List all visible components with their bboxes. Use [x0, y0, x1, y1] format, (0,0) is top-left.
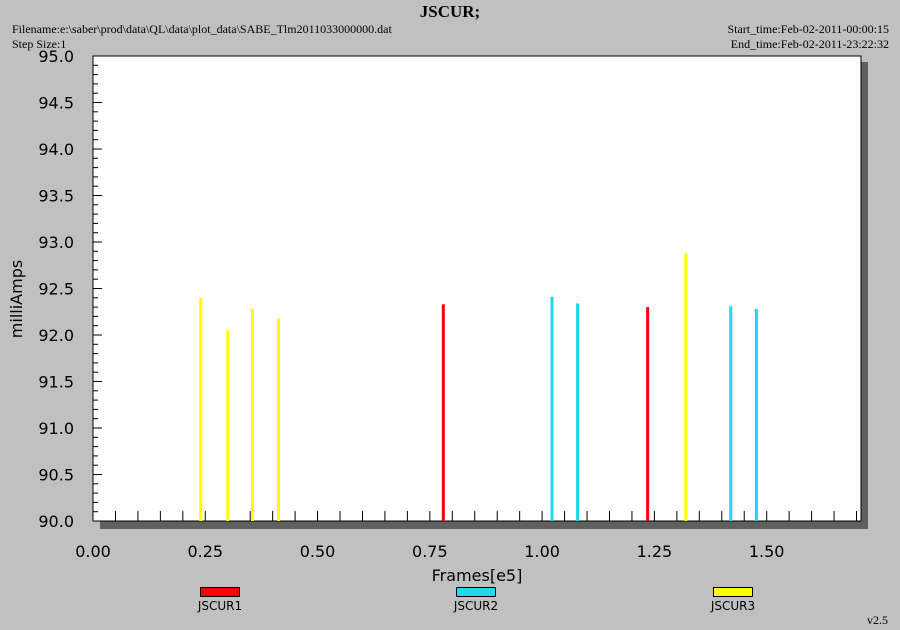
jscur3-bar — [226, 330, 230, 521]
legend-swatch — [456, 587, 496, 597]
jscur3-bar — [276, 318, 280, 521]
y-tick-label: 94.0 — [38, 140, 74, 159]
jscur2-bar — [729, 306, 733, 521]
legend-label: JSCUR3 — [710, 599, 756, 613]
x-tick-label: 0.50 — [300, 542, 336, 561]
legend-item-jscur3: JSCUR3 — [693, 587, 773, 613]
y-tick-label: 94.5 — [38, 94, 74, 113]
x-axis-label: Frames[e5] — [432, 566, 523, 585]
chart-title: JSCUR; — [419, 2, 481, 21]
legend-swatch — [200, 587, 240, 597]
legend-label: JSCUR1 — [197, 599, 243, 613]
jscur1-bar — [441, 304, 445, 521]
x-tick-label: 1.50 — [749, 542, 785, 561]
filename-label: Filename:e:\saber\prod\data\QL\data\plot… — [12, 22, 392, 36]
legend-label: JSCUR2 — [453, 599, 499, 613]
jscur3-bar — [199, 297, 203, 521]
jscur2-bar — [754, 308, 758, 521]
jscur3-bar — [684, 253, 688, 521]
y-tick-label: 95.0 — [38, 47, 74, 66]
jscur2-bar — [576, 303, 580, 521]
y-tick-label: 91.5 — [38, 373, 74, 392]
y-tick-label: 93.5 — [38, 187, 74, 206]
y-tick-label: 91.0 — [38, 419, 74, 438]
jscur3-bar — [250, 308, 254, 521]
x-tick-label: 0.25 — [187, 542, 223, 561]
y-tick-label: 92.5 — [38, 280, 74, 299]
ticks-layer — [93, 55, 858, 522]
legend-item-jscur2: JSCUR2 — [436, 587, 516, 613]
y-tick-label: 93.0 — [38, 233, 74, 252]
jscur1-bar — [646, 307, 650, 521]
step-size-label: Step Size:1 — [12, 37, 67, 51]
x-tick-label: 0.00 — [75, 542, 111, 561]
start-time-label: Start_time:Feb-02-2011-00:00:15 — [727, 22, 889, 36]
version-label: v2.5 — [867, 613, 888, 627]
legend-item-jscur1: JSCUR1 — [180, 587, 260, 613]
y-axis-label: milliAmps — [7, 260, 26, 338]
legend-swatch — [713, 587, 753, 597]
y-tick-label: 90.5 — [38, 466, 74, 485]
y-tick-label: 92.0 — [38, 326, 74, 345]
x-tick-label: 0.75 — [412, 542, 448, 561]
jscur2-bar — [550, 296, 554, 521]
plot-area — [92, 55, 862, 522]
x-tick-label: 1.00 — [524, 542, 560, 561]
y-tick-label: 90.0 — [38, 512, 74, 531]
end-time-label: End_time:Feb-02-2011-23:22:32 — [730, 37, 889, 51]
bars-layer — [199, 253, 758, 521]
labels-layer: 90.0 90.5 91.0 91.5 92.0 92.5 93.0 93.5 94.0 94.5… — [38, 47, 784, 561]
x-tick-label: 1.25 — [637, 542, 673, 561]
